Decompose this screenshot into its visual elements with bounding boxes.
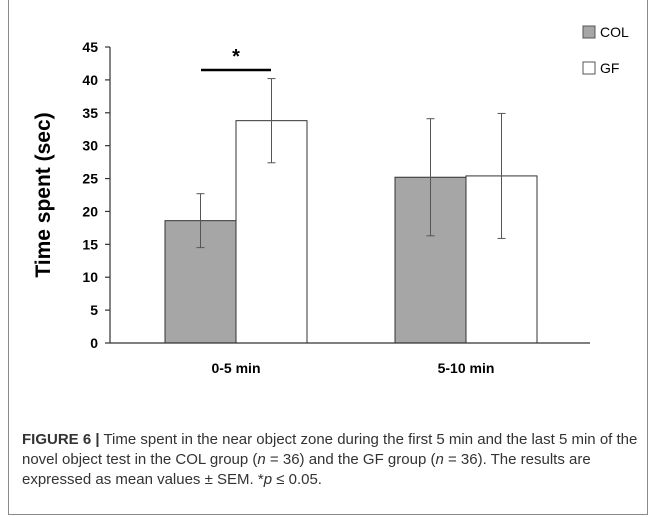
bar-chart: 0 5 10 15 20 25 30 35 40 45 Time spent (sec) 0-5 mi…: [32, 24, 629, 376]
figure-label: FIGURE 6 |: [22, 431, 100, 448]
y-tick-label: 25: [82, 171, 98, 187]
caption-text-1: Time spent in the near object zone durin…: [22, 431, 638, 468]
figure-caption: FIGURE 6 | Time spent in the near object…: [22, 430, 640, 490]
legend-swatch-gf: [582, 61, 596, 75]
legend-swatch-col: [582, 25, 596, 39]
x-tick-label: 5-10 min: [438, 360, 495, 376]
y-axis-label: Time spent (sec): [32, 112, 55, 277]
y-tick-label: 35: [82, 105, 98, 121]
y-tick-label: 5: [90, 302, 98, 318]
caption-n-2: n: [435, 451, 444, 468]
legend-label-col: COL: [600, 24, 629, 40]
caption-p-var: p: [263, 471, 273, 488]
caption-text-2: = 36) and the GF group (: [265, 451, 436, 468]
significance-star: *: [232, 46, 240, 68]
y-tick-label: 20: [82, 203, 98, 219]
caption-text-4: ≤ 0.05.: [272, 471, 322, 488]
y-tick-label: 15: [82, 236, 98, 252]
x-tick-label: 0-5 min: [211, 360, 260, 376]
y-tick-label: 40: [82, 72, 98, 88]
caption-text-3: = 36). The results are expressed as mean…: [22, 451, 591, 488]
figure-frame: [8, 0, 648, 515]
y-tick-label: 45: [82, 39, 98, 55]
y-tick-label: 30: [82, 138, 98, 154]
y-tick-label: 10: [82, 269, 98, 285]
caption-n-1: n: [257, 451, 266, 468]
legend-label-gf: GF: [600, 60, 619, 76]
y-tick-label: 0: [90, 335, 98, 351]
